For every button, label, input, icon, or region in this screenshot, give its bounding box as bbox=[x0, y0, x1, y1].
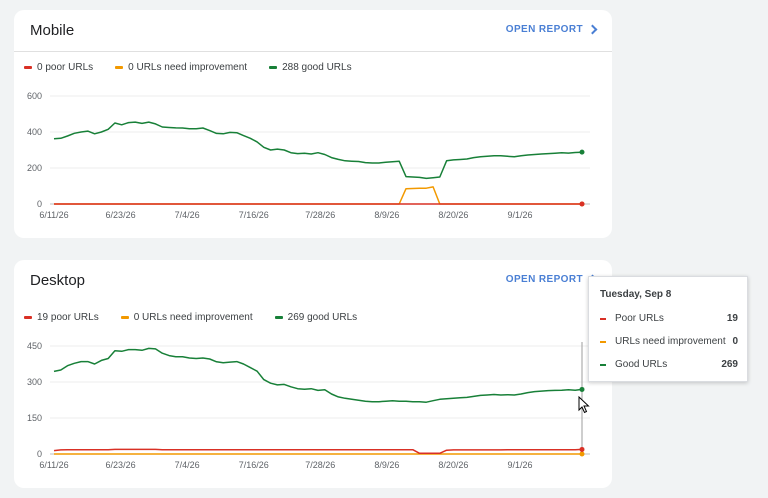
x-tick-label: 7/16/26 bbox=[239, 460, 269, 470]
x-tick-label: 7/4/26 bbox=[175, 460, 200, 470]
x-tick-label: 8/9/26 bbox=[374, 460, 399, 470]
legend-item-need-improvement[interactable]: 0 URLs need improvement bbox=[115, 62, 247, 73]
y-tick-label: 600 bbox=[27, 91, 42, 101]
series-line-need-improvement bbox=[54, 187, 582, 204]
tooltip-label: URLs need improvement bbox=[615, 336, 732, 347]
tooltip-row-need-improvement: URLs need improvement 0 bbox=[600, 336, 738, 347]
tooltip-label: Good URLs bbox=[615, 359, 721, 370]
series-end-point bbox=[580, 447, 585, 452]
x-tick-label: 7/28/26 bbox=[305, 210, 335, 220]
x-tick-label: 9/1/26 bbox=[507, 460, 532, 470]
mobile-card-title: Mobile bbox=[30, 22, 74, 39]
legend-item-good[interactable]: 269 good URLs bbox=[275, 312, 358, 323]
series-line-good bbox=[54, 122, 582, 178]
series-end-point bbox=[580, 452, 585, 457]
x-tick-label: 6/23/26 bbox=[106, 210, 136, 220]
legend-swatch-need-improvement bbox=[121, 316, 129, 319]
tooltip-value: 0 bbox=[732, 336, 738, 347]
legend-label: 0 URLs need improvement bbox=[128, 62, 247, 73]
legend-label: 269 good URLs bbox=[288, 312, 358, 323]
legend-item-need-improvement[interactable]: 0 URLs need improvement bbox=[121, 312, 253, 323]
y-tick-label: 200 bbox=[27, 163, 42, 173]
legend-swatch-good bbox=[275, 316, 283, 319]
legend-swatch-poor bbox=[24, 66, 32, 69]
series-end-point bbox=[580, 150, 585, 155]
x-tick-label: 8/9/26 bbox=[374, 210, 399, 220]
x-tick-label: 6/11/26 bbox=[39, 210, 68, 220]
tooltip-swatch-need-improvement bbox=[600, 341, 606, 343]
series-line-poor bbox=[54, 449, 582, 453]
x-tick-label: 6/23/26 bbox=[106, 460, 136, 470]
x-tick-label: 8/20/26 bbox=[438, 210, 468, 220]
y-tick-label: 300 bbox=[27, 377, 42, 387]
tooltip-swatch-poor bbox=[600, 318, 606, 320]
legend-label: 19 poor URLs bbox=[37, 312, 99, 323]
mobile-report-card: Mobile OPEN REPORT 0 poor URLs 0 URLs ne… bbox=[14, 10, 612, 238]
series-line-good bbox=[54, 348, 582, 402]
tooltip-row-poor: Poor URLs 19 bbox=[600, 313, 738, 324]
desktop-report-card: Desktop OPEN REPORT 19 poor URLs 0 URLs … bbox=[14, 260, 612, 488]
x-tick-label: 6/11/26 bbox=[39, 460, 68, 470]
desktop-open-report-link[interactable]: OPEN REPORT bbox=[506, 274, 596, 285]
series-end-point bbox=[580, 202, 585, 207]
legend-label: 0 poor URLs bbox=[37, 62, 93, 73]
desktop-card-title: Desktop bbox=[30, 272, 85, 289]
tooltip-label: Poor URLs bbox=[615, 313, 727, 324]
desktop-open-report-label: OPEN REPORT bbox=[506, 274, 583, 285]
y-tick-label: 0 bbox=[37, 199, 42, 209]
x-tick-label: 8/20/26 bbox=[438, 460, 468, 470]
mobile-legend: 0 poor URLs 0 URLs need improvement 288 … bbox=[24, 62, 352, 73]
legend-swatch-poor bbox=[24, 316, 32, 319]
legend-swatch-need-improvement bbox=[115, 66, 123, 69]
desktop-legend: 19 poor URLs 0 URLs need improvement 269… bbox=[24, 312, 357, 323]
legend-label: 288 good URLs bbox=[282, 62, 352, 73]
chart-tooltip: Tuesday, Sep 8 Poor URLs 19 URLs need im… bbox=[588, 276, 748, 382]
series-end-point bbox=[580, 387, 585, 392]
legend-item-poor[interactable]: 0 poor URLs bbox=[24, 62, 93, 73]
tooltip-value: 269 bbox=[721, 359, 738, 370]
legend-label: 0 URLs need improvement bbox=[134, 312, 253, 323]
x-tick-label: 7/16/26 bbox=[239, 210, 269, 220]
legend-item-good[interactable]: 288 good URLs bbox=[269, 62, 352, 73]
legend-swatch-good bbox=[269, 66, 277, 69]
mobile-open-report-link[interactable]: OPEN REPORT bbox=[506, 24, 596, 35]
y-tick-label: 150 bbox=[27, 413, 42, 423]
chevron-right-icon bbox=[588, 25, 598, 35]
y-tick-label: 400 bbox=[27, 127, 42, 137]
mobile-open-report-label: OPEN REPORT bbox=[506, 24, 583, 35]
legend-item-poor[interactable]: 19 poor URLs bbox=[24, 312, 99, 323]
tooltip-date: Tuesday, Sep 8 bbox=[600, 289, 671, 300]
x-tick-label: 7/4/26 bbox=[175, 210, 200, 220]
desktop-chart[interactable]: 0 150 300 450 6/11/26 6/23/26 7/4/26 7/16/26 7/2… bbox=[14, 334, 612, 484]
x-tick-label: 9/1/26 bbox=[507, 210, 532, 220]
card-divider bbox=[14, 51, 612, 52]
x-tick-label: 7/28/26 bbox=[305, 460, 335, 470]
mobile-chart[interactable]: 0 200 400 600 6/11/26 6/23/26 7/4/26 7/16/26 7/2… bbox=[14, 84, 612, 234]
tooltip-swatch-good bbox=[600, 364, 606, 366]
mouse-pointer-icon bbox=[578, 396, 590, 414]
y-tick-label: 0 bbox=[37, 449, 42, 459]
tooltip-row-good: Good URLs 269 bbox=[600, 359, 738, 370]
y-tick-label: 450 bbox=[27, 341, 42, 351]
tooltip-value: 19 bbox=[727, 313, 738, 324]
